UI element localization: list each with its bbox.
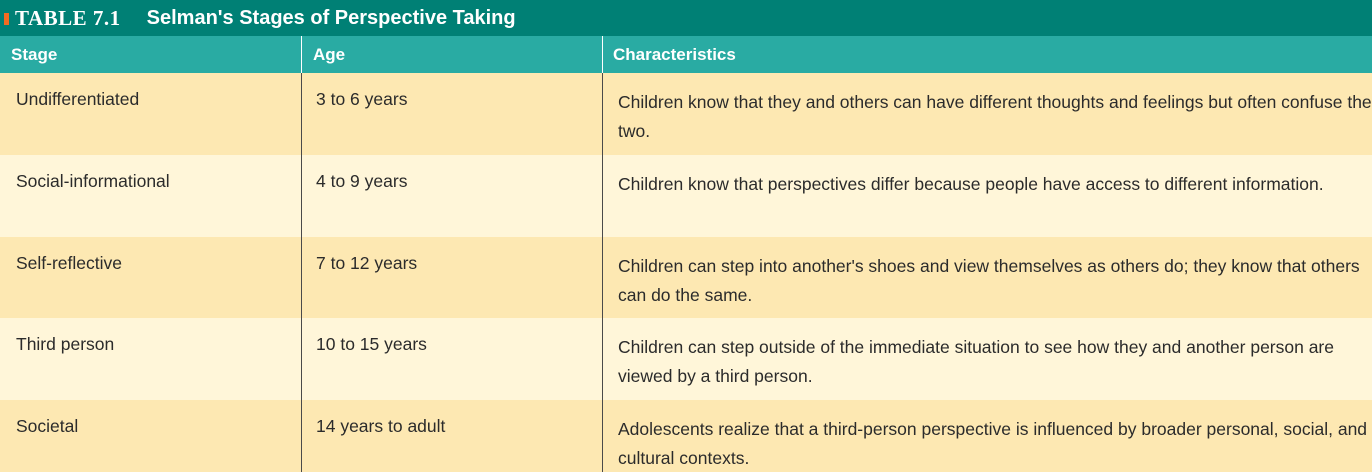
characteristics-cell: Children can step outside of the immedia… bbox=[618, 337, 1334, 387]
table-row: Societal 14 years to adult Adolescents r… bbox=[0, 400, 1372, 472]
header-age: Age bbox=[302, 36, 603, 73]
table-title-bar: TABLE 7.1 Selman's Stages of Perspective… bbox=[0, 0, 1372, 36]
stage-cell: Societal bbox=[0, 400, 302, 472]
title-marker-icon bbox=[4, 13, 9, 25]
table-row: Social-informational 4 to 9 years Childr… bbox=[0, 154, 1372, 237]
characteristics-cell: Adolescents realize that a third-person … bbox=[618, 419, 1368, 469]
characteristics-cell: Children can step into another's shoes a… bbox=[618, 255, 1360, 305]
stage-cell: Third person bbox=[0, 318, 302, 401]
table-row: Self-reflective 7 to 12 years Children c… bbox=[0, 236, 1372, 319]
stage-cell: Social-informational bbox=[0, 154, 302, 237]
stage-cell: Self-reflective bbox=[0, 236, 302, 319]
table-row: Third person 10 to 15 years Children can… bbox=[0, 318, 1372, 401]
table-row: Undifferentiated 3 to 6 years Children k… bbox=[0, 73, 1372, 155]
age-cell: 7 to 12 years bbox=[302, 236, 603, 319]
characteristics-cell: Children know that they and others can h… bbox=[618, 92, 1372, 141]
table-header-row: Stage Age Characteristics bbox=[0, 36, 1372, 73]
age-cell: 14 years to adult bbox=[302, 400, 603, 472]
age-cell: 3 to 6 years bbox=[302, 73, 603, 155]
age-cell: 4 to 9 years bbox=[302, 154, 603, 237]
stage-cell: Undifferentiated bbox=[0, 73, 302, 155]
header-stage: Stage bbox=[0, 36, 302, 73]
table-title: Selman's Stages of Perspective Taking bbox=[146, 6, 516, 29]
age-cell: 10 to 15 years bbox=[302, 318, 603, 401]
table-label: TABLE 7.1 bbox=[15, 5, 121, 30]
characteristics-cell: Children know that perspectives differ b… bbox=[618, 173, 1324, 194]
header-characteristics: Characteristics bbox=[613, 44, 736, 64]
